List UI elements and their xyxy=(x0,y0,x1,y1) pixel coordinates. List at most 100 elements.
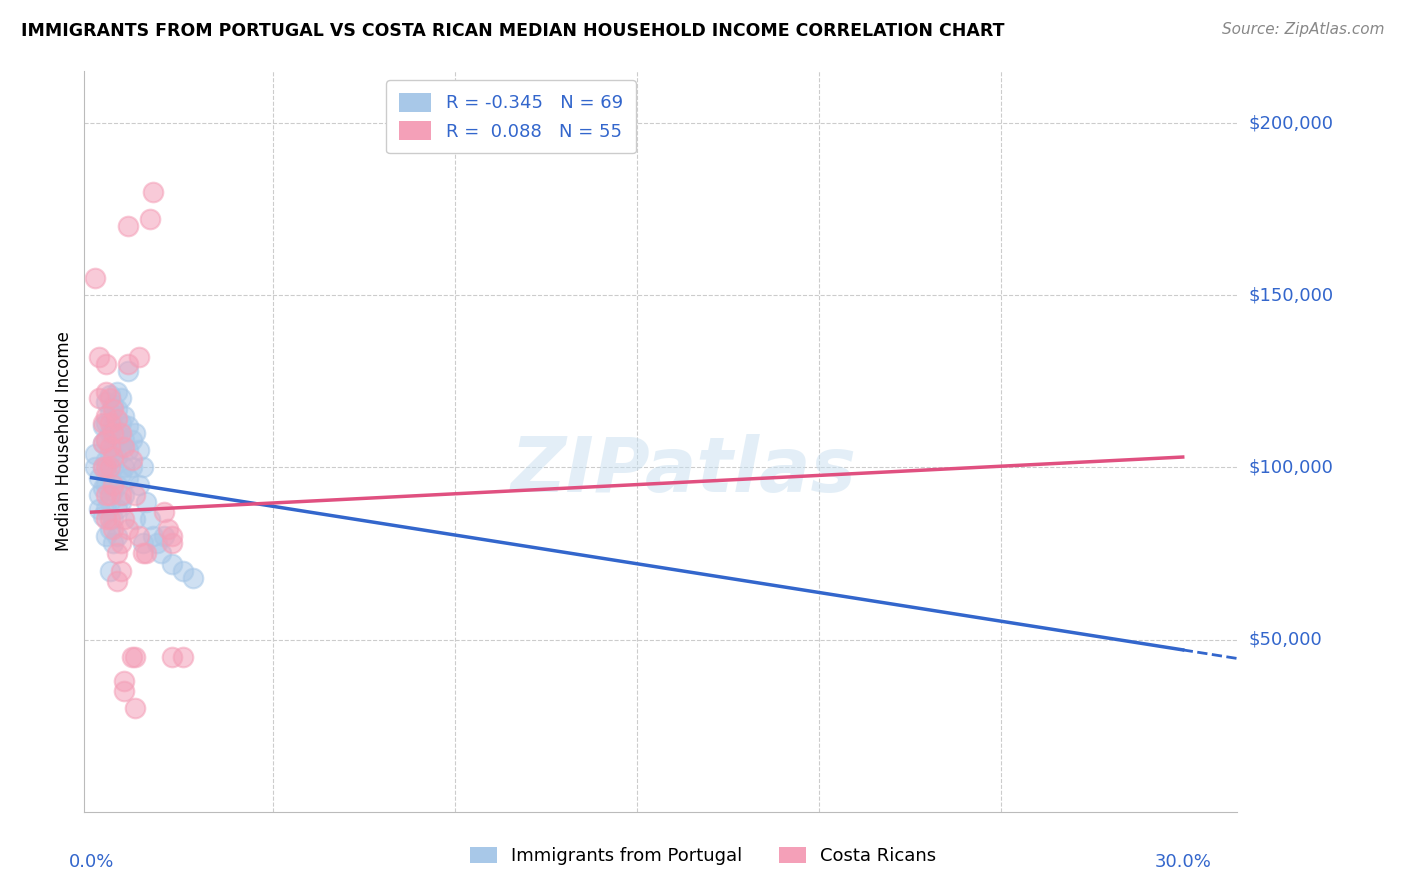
Point xyxy=(96,433,118,447)
Point xyxy=(98,388,121,402)
Point xyxy=(172,649,194,664)
Point xyxy=(146,536,169,550)
Point xyxy=(91,481,114,495)
Point xyxy=(84,271,107,285)
Point xyxy=(103,450,125,464)
Point xyxy=(84,460,107,475)
Legend: R = -0.345   N = 69, R =  0.088   N = 55: R = -0.345 N = 69, R = 0.088 N = 55 xyxy=(387,80,636,153)
Point xyxy=(98,392,121,406)
Point xyxy=(149,546,172,560)
Point xyxy=(105,401,128,416)
Point xyxy=(117,364,139,378)
Point xyxy=(110,564,132,578)
Point xyxy=(105,477,128,491)
Point xyxy=(110,536,132,550)
Point xyxy=(112,488,135,502)
Point xyxy=(110,440,132,454)
Point xyxy=(160,536,183,550)
Point xyxy=(96,529,118,543)
Point xyxy=(96,453,118,467)
Point xyxy=(112,673,135,688)
Point xyxy=(105,574,128,588)
Point xyxy=(105,425,128,440)
Point xyxy=(87,392,110,406)
Point xyxy=(112,512,135,526)
Point xyxy=(91,419,114,434)
Point xyxy=(96,384,118,399)
Point xyxy=(121,649,143,664)
Point xyxy=(112,460,135,475)
Point xyxy=(98,495,121,509)
Point xyxy=(128,477,150,491)
Point xyxy=(117,443,139,458)
Point xyxy=(98,460,121,475)
Point xyxy=(96,477,118,491)
Point xyxy=(112,440,135,454)
Point xyxy=(156,522,179,536)
Point xyxy=(110,488,132,502)
Point xyxy=(117,219,139,234)
Point xyxy=(117,357,139,371)
Point xyxy=(110,425,132,440)
Point xyxy=(128,350,150,364)
Text: ZIPatlas: ZIPatlas xyxy=(510,434,856,508)
Point xyxy=(112,684,135,698)
Point xyxy=(91,416,114,430)
Point xyxy=(98,416,121,430)
Text: 0.0%: 0.0% xyxy=(69,853,114,871)
Point xyxy=(110,495,132,509)
Text: $100,000: $100,000 xyxy=(1249,458,1333,476)
Point xyxy=(103,522,125,536)
Point xyxy=(117,471,139,485)
Point xyxy=(112,409,135,423)
Point xyxy=(91,460,114,475)
Point xyxy=(160,529,183,543)
Legend: Immigrants from Portugal, Costa Ricans: Immigrants from Portugal, Costa Ricans xyxy=(461,838,945,874)
Point xyxy=(103,398,125,412)
Point xyxy=(96,433,118,447)
Point xyxy=(87,350,110,364)
Point xyxy=(103,536,125,550)
Point xyxy=(98,564,121,578)
Point xyxy=(131,460,153,475)
Point xyxy=(103,477,125,491)
Point xyxy=(124,649,146,664)
Point xyxy=(117,522,139,536)
Point xyxy=(98,471,121,485)
Point xyxy=(91,436,114,450)
Point xyxy=(98,447,121,461)
Point xyxy=(131,546,153,560)
Point xyxy=(105,450,128,464)
Point xyxy=(91,508,114,523)
Point xyxy=(96,395,118,409)
Y-axis label: Median Household Income: Median Household Income xyxy=(55,332,73,551)
Point xyxy=(110,467,132,482)
Point xyxy=(91,460,114,475)
Point xyxy=(142,529,165,543)
Point xyxy=(103,440,125,454)
Point xyxy=(124,425,146,440)
Point xyxy=(98,440,121,454)
Point xyxy=(160,557,183,571)
Point xyxy=(96,488,118,502)
Point xyxy=(117,419,139,434)
Point xyxy=(124,701,146,715)
Point xyxy=(96,460,118,475)
Point xyxy=(105,384,128,399)
Text: IMMIGRANTS FROM PORTUGAL VS COSTA RICAN MEDIAN HOUSEHOLD INCOME CORRELATION CHAR: IMMIGRANTS FROM PORTUGAL VS COSTA RICAN … xyxy=(21,22,1005,40)
Text: 30.0%: 30.0% xyxy=(1154,853,1211,871)
Point xyxy=(183,570,205,584)
Point xyxy=(87,471,110,485)
Point xyxy=(96,357,118,371)
Point xyxy=(139,212,162,227)
Point xyxy=(87,501,110,516)
Point xyxy=(84,447,107,461)
Point xyxy=(91,436,114,450)
Point xyxy=(110,416,132,430)
Text: $150,000: $150,000 xyxy=(1249,286,1333,304)
Point xyxy=(103,401,125,416)
Point xyxy=(139,512,162,526)
Point xyxy=(103,484,125,499)
Point xyxy=(128,529,150,543)
Point xyxy=(121,433,143,447)
